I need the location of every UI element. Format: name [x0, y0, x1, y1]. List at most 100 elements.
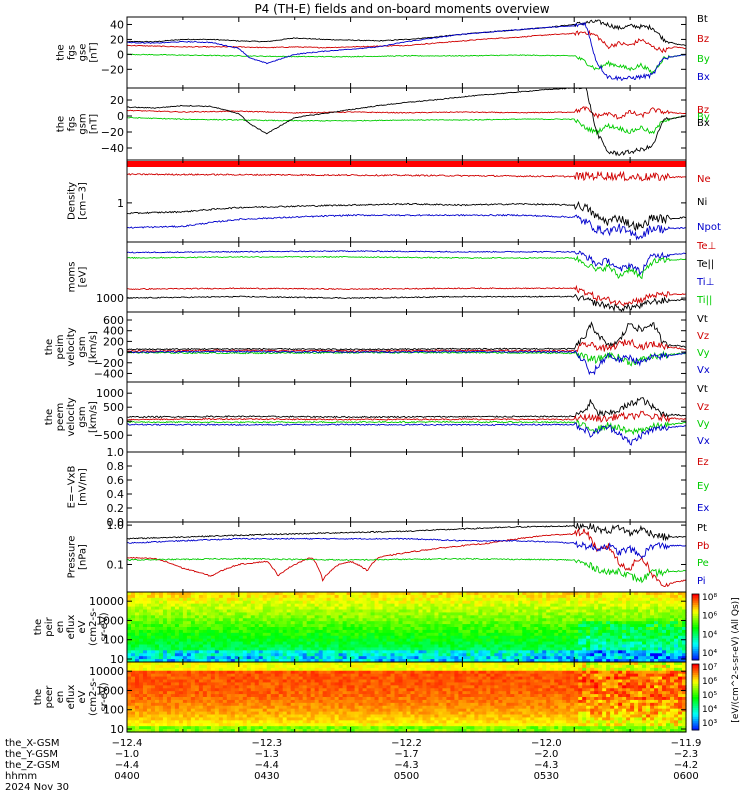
heatmap-cell — [626, 600, 631, 605]
heatmap-cell — [598, 594, 603, 599]
heatmap-cell — [298, 600, 304, 605]
heatmap-cell — [302, 720, 308, 724]
heatmap-cell — [162, 729, 168, 733]
heatmap-cell — [154, 606, 160, 611]
heatmap-cell — [486, 656, 491, 660]
heatmap-cell — [234, 667, 240, 672]
heatmap-cell — [366, 615, 372, 619]
heatmap-cell — [514, 647, 519, 651]
heatmap-cell — [202, 662, 208, 666]
heatmap-cell — [138, 702, 144, 707]
heatmap-cell — [350, 641, 356, 646]
heatmap-cell — [194, 656, 200, 660]
heatmap-cell — [166, 682, 172, 686]
heatmap-cell — [398, 629, 404, 634]
heatmap-cell — [526, 647, 531, 651]
heatmap-cell — [174, 694, 180, 698]
heatmap-cell — [374, 629, 380, 634]
heatmap-cell — [202, 699, 208, 704]
heatmap-cell — [310, 603, 316, 608]
heatmap-cell — [494, 635, 499, 640]
heatmap-cell — [482, 606, 487, 611]
heatmap-cell — [646, 650, 651, 654]
heatmap-cell — [186, 618, 192, 622]
heatmap-cell — [174, 702, 180, 707]
heatmap-cell — [202, 618, 208, 622]
heatmap-cell — [170, 618, 176, 622]
heatmap-cell — [382, 644, 388, 649]
heatmap-cell — [638, 635, 643, 640]
heatmap-cell — [438, 600, 444, 605]
heatmap-cell — [310, 729, 316, 733]
heatmap-cell — [326, 659, 332, 663]
heatmap-cell — [534, 609, 539, 614]
heatmap-cell — [286, 624, 292, 628]
heatmap-cell — [310, 679, 316, 684]
heatmap-cell — [630, 592, 635, 596]
heatmap-cell — [562, 638, 567, 643]
heatmap-cell — [198, 679, 204, 684]
heatmap-cell — [650, 647, 655, 651]
heatmap-cell — [450, 603, 456, 608]
heatmap-cell — [622, 635, 627, 640]
heatmap-cell — [250, 603, 256, 608]
heatmap-cell — [594, 609, 599, 614]
heatmap-cell — [586, 653, 591, 657]
heatmap-cell — [214, 606, 220, 611]
heatmap-cell — [246, 606, 252, 611]
heatmap-cell — [174, 714, 180, 719]
heatmap-cell — [298, 629, 304, 634]
heatmap-cell — [202, 720, 208, 724]
heatmap-cell — [210, 691, 216, 695]
heatmap-cell — [290, 705, 296, 710]
heatmap-cell — [166, 647, 172, 651]
heatmap-cell — [482, 659, 487, 663]
heatmap-cell — [506, 647, 511, 651]
heatmap-cell — [442, 638, 448, 643]
heatmap-cell — [294, 624, 300, 628]
heatmap-cell — [658, 624, 663, 628]
heatmap-cell — [186, 632, 192, 637]
heatmap-cell — [127, 629, 132, 634]
heatmap-cell — [310, 606, 316, 611]
heatmap-cell — [298, 647, 304, 651]
heatmap-cell — [158, 705, 164, 710]
heatmap-cell — [614, 653, 619, 657]
heatmap-cell — [206, 592, 212, 596]
heatmap-cell — [190, 682, 196, 686]
heatmap-cell — [562, 647, 567, 651]
heatmap-cell — [178, 691, 184, 695]
heatmap-cell — [226, 705, 232, 710]
heatmap-cell — [506, 644, 511, 649]
heatmap-cell — [150, 612, 156, 616]
heatmap-cell — [442, 612, 448, 616]
heatmap-cell — [278, 717, 284, 721]
heatmap-cell — [546, 653, 551, 657]
heatmap-cell — [426, 653, 432, 657]
heatmap-cell — [510, 656, 515, 660]
heatmap-cell — [314, 629, 320, 634]
heatmap-cell — [538, 635, 543, 640]
heatmap-cell — [382, 627, 388, 631]
heatmap-cell — [346, 659, 352, 663]
heatmap-cell — [578, 656, 583, 660]
heatmap-cell — [202, 603, 208, 608]
legend-fgs-gse-3: Bx — [697, 72, 710, 83]
heatmap-cell — [406, 635, 412, 640]
heatmap-cell — [258, 702, 264, 707]
heatmap-cell — [642, 603, 647, 608]
heatmap-cell — [338, 594, 344, 599]
heatmap-cell — [646, 635, 651, 640]
heatmap-cell — [594, 624, 599, 628]
heatmap-cell — [198, 664, 204, 669]
heatmap-cell — [258, 714, 264, 719]
heatmap-cell — [250, 694, 256, 698]
heatmap-cell — [414, 635, 420, 640]
heatmap-cell — [610, 647, 615, 651]
heatmap-cell — [494, 647, 499, 651]
heatmap-cell — [162, 597, 168, 602]
heatmap-cell — [638, 621, 643, 625]
heatmap-cell — [378, 612, 384, 616]
heatmap-cell — [622, 629, 627, 634]
heatmap-cell — [198, 656, 204, 660]
